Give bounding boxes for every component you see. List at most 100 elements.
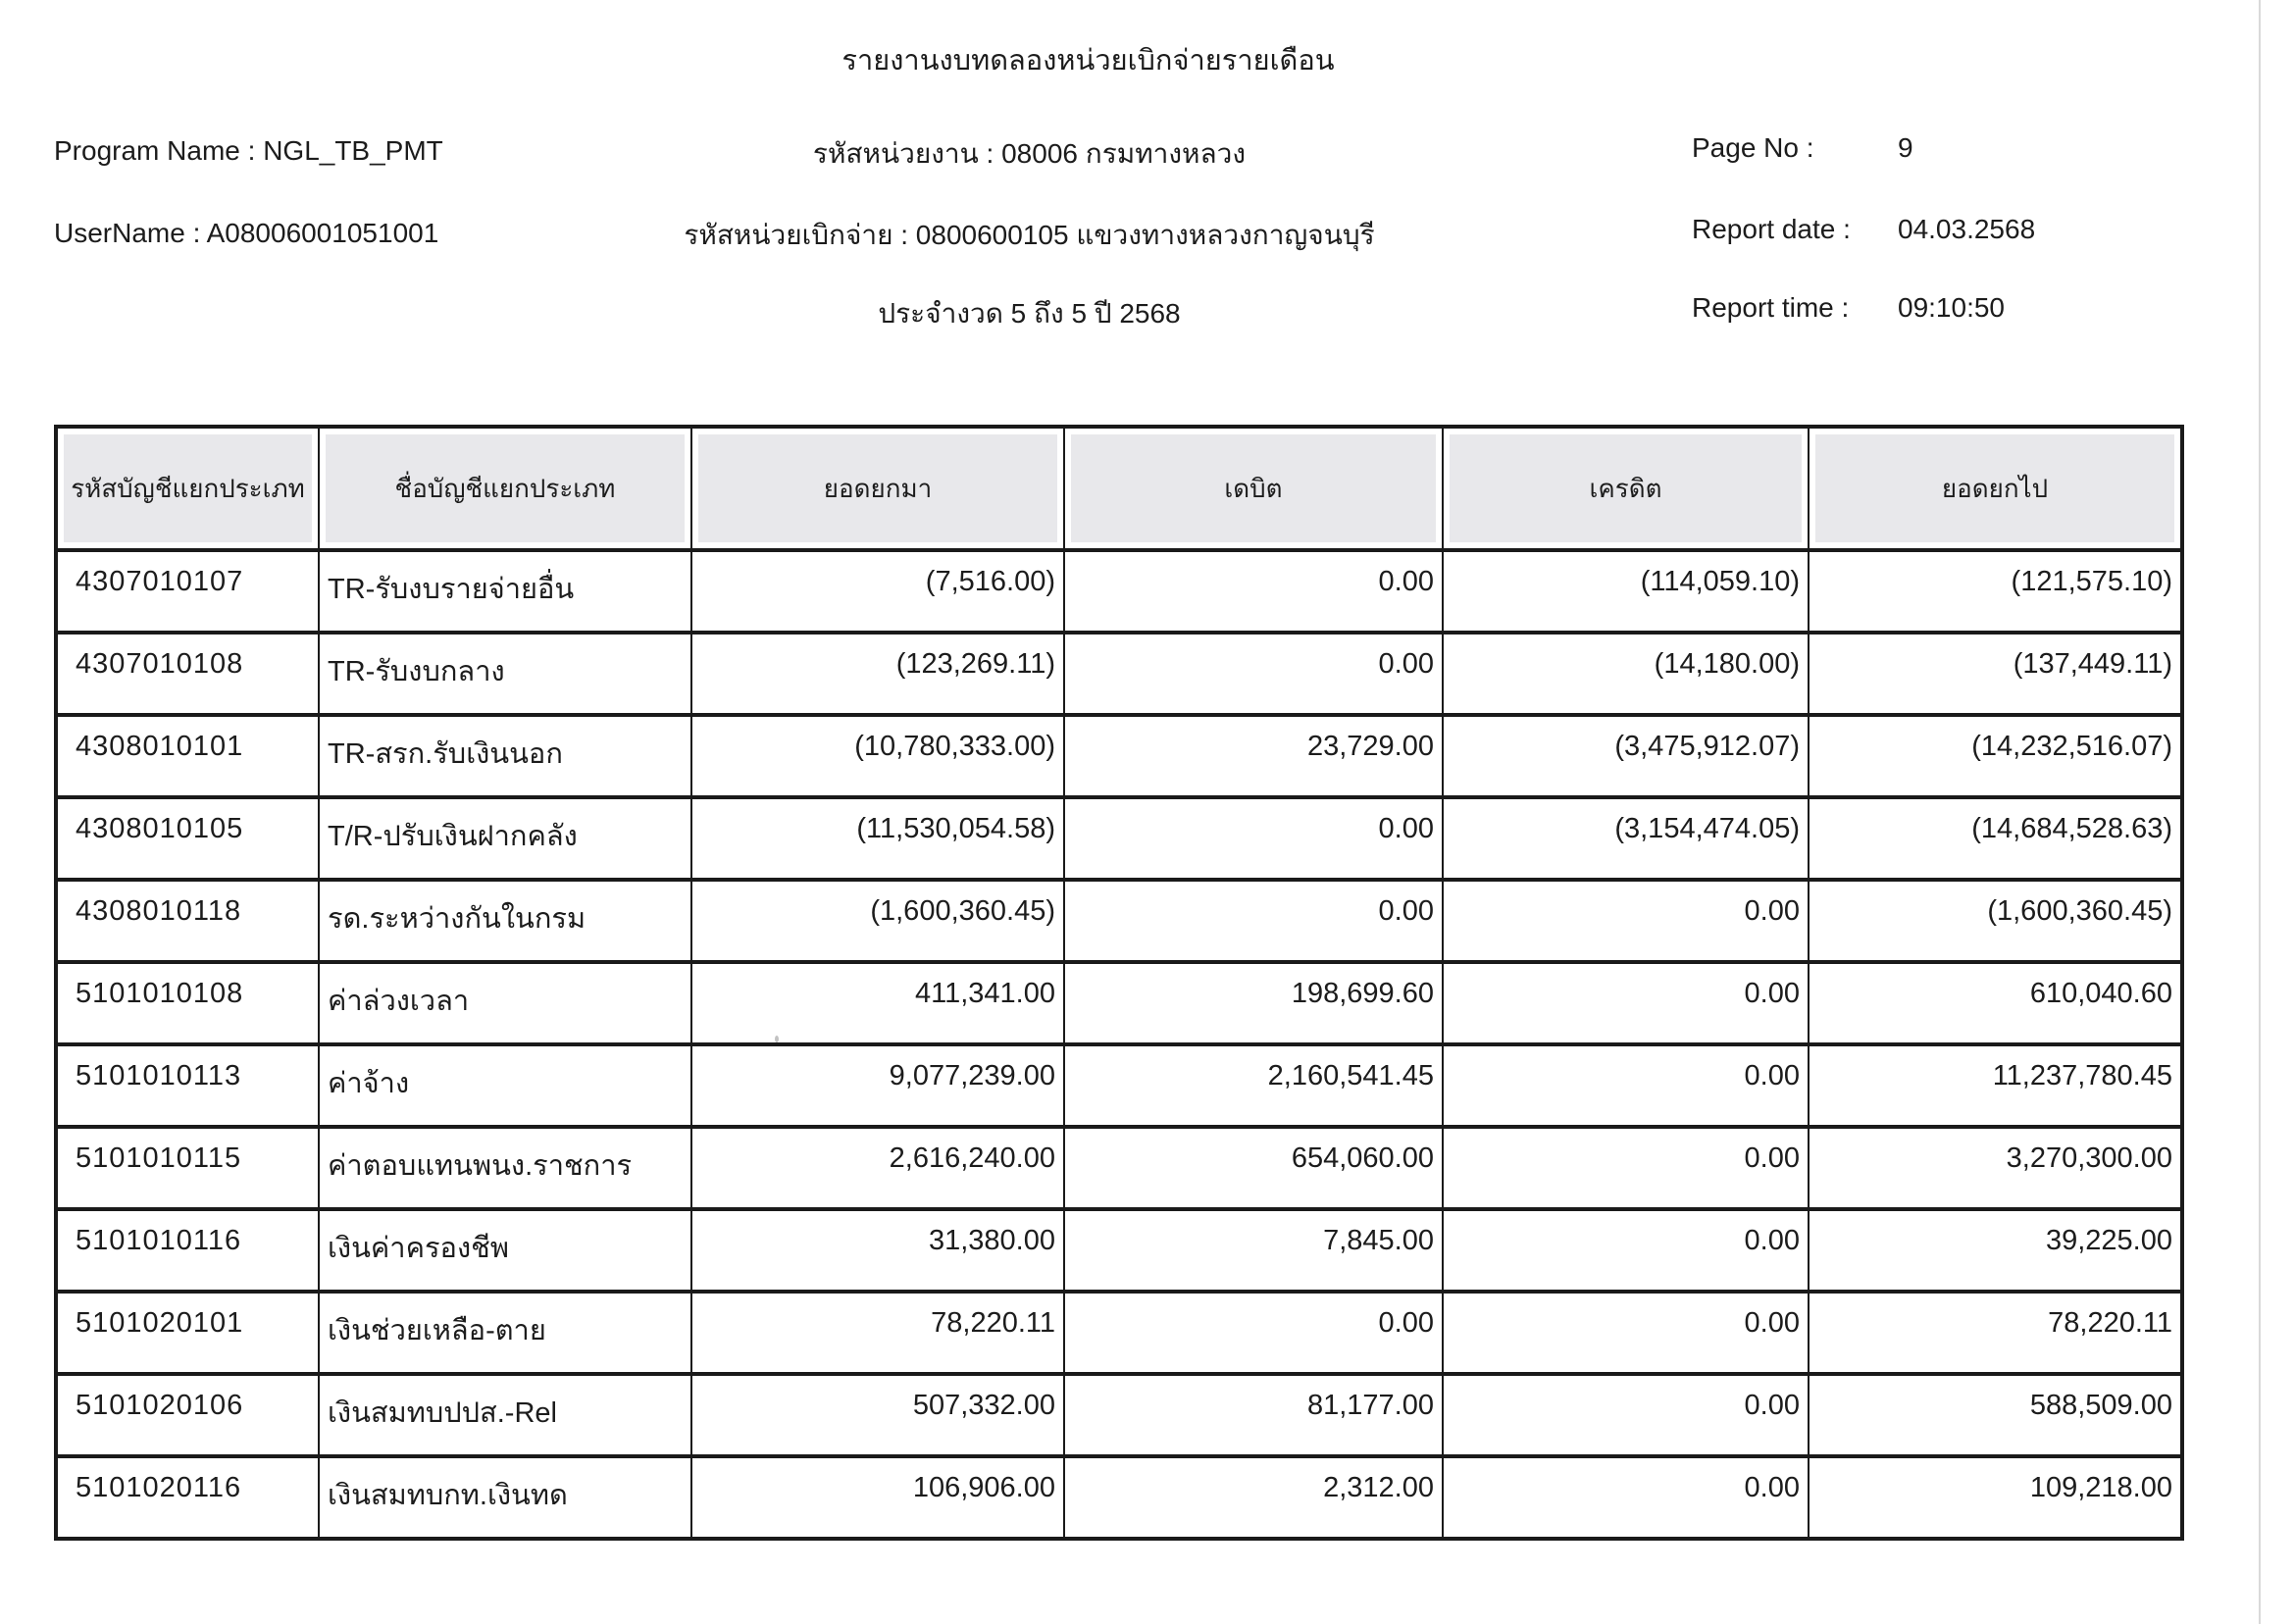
column-header-debit: เดบิต [1071, 434, 1436, 542]
account-code: 5101010116 [55, 1207, 320, 1293]
brought-forward-amount: 106,906.00 [690, 1454, 1065, 1540]
credit-amount: 0.00 [1442, 1125, 1810, 1210]
debit-amount: 23,729.00 [1063, 713, 1444, 798]
account-code: 5101020101 [55, 1290, 320, 1375]
program-name-line: Program Name : NGL_TB_PMT [54, 135, 443, 167]
program-name-value: NGL_TB_PMT [263, 135, 443, 166]
account-code: 4308010105 [55, 795, 320, 881]
brought-forward-amount: 2,616,240.00 [690, 1125, 1065, 1210]
carried-forward-amount: (14,684,528.63) [1808, 795, 2183, 881]
column-header-carried-forward: ยอดยกไป [1815, 434, 2174, 542]
account-code: 4308010118 [55, 878, 320, 963]
scan-edge-shadow [2259, 0, 2261, 1624]
debit-amount: 2,160,541.45 [1063, 1042, 1444, 1128]
column-header-account-name: ชื่อบัญชีแยกประเภท [326, 434, 685, 542]
table-row: 4308010101 TR-สรก.รับเงินนอก (10,780,333… [55, 713, 2183, 798]
account-name: ค่าตอบแทนพนง.ราชการ [318, 1125, 692, 1210]
column-header-brought-forward: ยอดยกมา [698, 434, 1057, 542]
agency-code-line: รหัสหน่วยงาน : 08006 กรมทางหลวง [812, 138, 1247, 169]
account-code: 5101020106 [55, 1372, 320, 1457]
credit-amount: (14,180.00) [1442, 631, 1810, 716]
credit-amount: 0.00 [1442, 1207, 1810, 1293]
carried-forward-amount: 11,237,780.45 [1808, 1042, 2183, 1128]
carried-forward-amount: 610,040.60 [1808, 960, 2183, 1045]
account-code: 5101010113 [55, 1042, 320, 1128]
credit-amount: 0.00 [1442, 1042, 1810, 1128]
account-name: เงินช่วยเหลือ-ตาย [318, 1290, 692, 1375]
period-line: ประจำงวด 5 ถึง 5 ปี 2568 [878, 298, 1181, 329]
credit-amount: 0.00 [1442, 1290, 1810, 1375]
trial-balance-table: รหัสบัญชีแยกประเภท ชื่อบัญชีแยกประเภท ยอ… [54, 425, 2184, 1541]
account-code: 5101010115 [55, 1125, 320, 1210]
carried-forward-amount: 78,220.11 [1808, 1290, 2183, 1375]
account-name: เงินสมทบกท.เงินทด [318, 1454, 692, 1540]
page-no-label: Page No : [1692, 132, 1814, 163]
username-value: A08006001051001 [206, 218, 439, 248]
credit-amount: 0.00 [1442, 1454, 1810, 1540]
debit-amount: 2,312.00 [1063, 1454, 1444, 1540]
carried-forward-amount: (1,600,360.45) [1808, 878, 2183, 963]
table-row: 5101010113 ค่าจ้าง 9,077,239.00 2,160,54… [55, 1042, 2183, 1128]
debit-amount: 654,060.00 [1063, 1125, 1444, 1210]
account-name: ค่าล่วงเวลา [318, 960, 692, 1045]
account-code: 4307010108 [55, 631, 320, 716]
debit-amount: 0.00 [1063, 878, 1444, 963]
table-row: 5101010108 ค่าล่วงเวลา 411,341.00 198,69… [55, 960, 2183, 1045]
brought-forward-amount: (7,516.00) [690, 548, 1065, 634]
brought-forward-amount: (10,780,333.00) [690, 713, 1065, 798]
brought-forward-amount: 411,341.00 [690, 960, 1065, 1045]
scan-artifact-dot [775, 1036, 779, 1042]
account-code: 4307010107 [55, 548, 320, 634]
carried-forward-amount: 3,270,300.00 [1808, 1125, 2183, 1210]
account-name: เงินสมทบปปส.-Rel [318, 1372, 692, 1457]
table-row: 5101020101 เงินช่วยเหลือ-ตาย 78,220.11 0… [55, 1290, 2183, 1375]
account-name: รด.ระหว่างกันในกรม [318, 878, 692, 963]
page-no-value: 9 [1898, 132, 1913, 163]
report-date-value: 04.03.2568 [1898, 214, 2036, 244]
carried-forward-amount: 109,218.00 [1808, 1454, 2183, 1540]
table-row: 5101010116 เงินค่าครองชีพ 31,380.00 7,84… [55, 1207, 2183, 1293]
debit-amount: 0.00 [1063, 631, 1444, 716]
table-row: 4307010107 TR-รับงบรายจ่ายอื่น (7,516.00… [55, 548, 2183, 634]
account-name: TR-รับงบกลาง [318, 631, 692, 716]
debit-amount: 0.00 [1063, 795, 1444, 881]
brought-forward-amount: (1,600,360.45) [690, 878, 1065, 963]
report-date-label: Report date : [1692, 214, 1851, 244]
report-time-label: Report time : [1692, 292, 1850, 323]
report-time-value: 09:10:50 [1898, 292, 2005, 323]
account-name: T/R-ปรับเงินฝากคลัง [318, 795, 692, 881]
table-row: 4308010118 รด.ระหว่างกันในกรม (1,600,360… [55, 878, 2183, 963]
debit-amount: 0.00 [1063, 1290, 1444, 1375]
brought-forward-amount: (123,269.11) [690, 631, 1065, 716]
carried-forward-amount: (137,449.11) [1808, 631, 2183, 716]
disbursement-unit-line: รหัสหน่วยเบิกจ่าย : 0800600105 แขวงทางหล… [684, 220, 1375, 250]
carried-forward-amount: 588,509.00 [1808, 1372, 2183, 1457]
table-header-row: รหัสบัญชีแยกประเภท ชื่อบัญชีแยกประเภท ยอ… [55, 426, 2183, 551]
program-name-label: Program Name : [54, 135, 256, 166]
table-row: 4307010108 TR-รับงบกลาง (123,269.11) 0.0… [55, 631, 2183, 716]
column-header-account-code: รหัสบัญชีแยกประเภท [64, 434, 312, 542]
carried-forward-amount: (121,575.10) [1808, 548, 2183, 634]
brought-forward-amount: 9,077,239.00 [690, 1042, 1065, 1128]
table-row: 5101020106 เงินสมทบปปส.-Rel 507,332.00 8… [55, 1372, 2183, 1457]
account-code: 4308010101 [55, 713, 320, 798]
brought-forward-amount: (11,530,054.58) [690, 795, 1065, 881]
brought-forward-amount: 31,380.00 [690, 1207, 1065, 1293]
account-name: เงินค่าครองชีพ [318, 1207, 692, 1293]
debit-amount: 7,845.00 [1063, 1207, 1444, 1293]
brought-forward-amount: 507,332.00 [690, 1372, 1065, 1457]
table-row: 5101020116 เงินสมทบกท.เงินทด 106,906.00 … [55, 1454, 2183, 1540]
carried-forward-amount: (14,232,516.07) [1808, 713, 2183, 798]
table-row: 4308010105 T/R-ปรับเงินฝากคลัง (11,530,0… [55, 795, 2183, 881]
credit-amount: 0.00 [1442, 878, 1810, 963]
carried-forward-amount: 39,225.00 [1808, 1207, 2183, 1293]
account-name: TR-รับงบรายจ่ายอื่น [318, 548, 692, 634]
account-code: 5101020116 [55, 1454, 320, 1540]
username-line: UserName : A08006001051001 [54, 218, 438, 249]
report-title: รายงานงบทดลองหน่วยเบิกจ่ายรายเดือน [841, 45, 1335, 76]
credit-amount: 0.00 [1442, 1372, 1810, 1457]
account-name: TR-สรก.รับเงินนอก [318, 713, 692, 798]
column-header-credit: เครดิต [1450, 434, 1802, 542]
credit-amount: (114,059.10) [1442, 548, 1810, 634]
